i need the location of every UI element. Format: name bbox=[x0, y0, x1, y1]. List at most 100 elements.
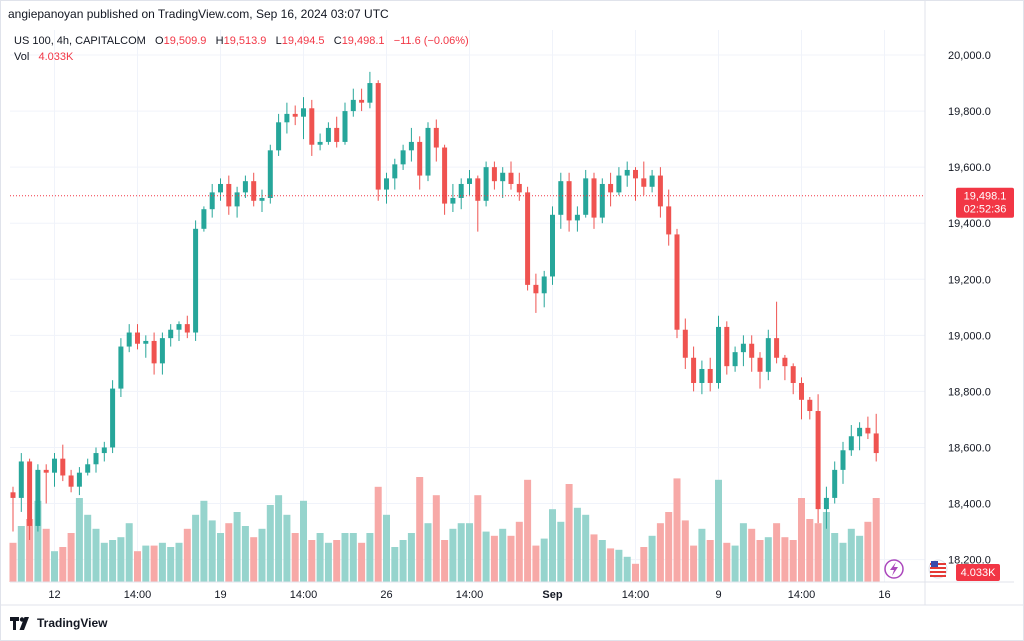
candle-body bbox=[442, 147, 448, 204]
time-tick-label: 19 bbox=[214, 589, 226, 601]
price-tick-label: 19,800.0 bbox=[948, 106, 991, 118]
candle-body bbox=[408, 141, 414, 151]
candle-body bbox=[184, 324, 190, 333]
candle-body bbox=[475, 178, 481, 201]
candle-body bbox=[433, 127, 439, 148]
candle-body bbox=[450, 197, 456, 204]
volume-bar bbox=[316, 533, 324, 582]
flag-stripe bbox=[930, 575, 946, 577]
candle-body bbox=[649, 175, 655, 187]
volume-bar bbox=[308, 540, 316, 582]
candle-body bbox=[159, 338, 165, 364]
volume-bar bbox=[134, 551, 141, 582]
candle-body bbox=[309, 108, 315, 145]
candle-body bbox=[608, 183, 614, 193]
volume-bar bbox=[690, 545, 698, 582]
candle-body bbox=[765, 338, 771, 372]
volume-bar bbox=[872, 498, 880, 582]
vol-value: 4.033K bbox=[38, 51, 74, 63]
volume-bar bbox=[715, 479, 722, 582]
open-value: 19,509.9 bbox=[163, 35, 207, 47]
volume-bar bbox=[424, 523, 432, 582]
candle-body bbox=[533, 284, 539, 294]
volume-bar bbox=[117, 537, 125, 582]
volume-bar bbox=[175, 542, 183, 582]
candle-body bbox=[350, 99, 356, 112]
candle-body bbox=[558, 181, 564, 215]
time-tick-label: 9 bbox=[715, 589, 721, 601]
candle-body bbox=[666, 206, 672, 235]
volume-bar bbox=[399, 540, 407, 582]
change-value: −11.6 (−0.06%) bbox=[393, 35, 469, 47]
candle-body bbox=[840, 450, 846, 470]
time-axis: 12 14:00 19 14:00 26 14:00 Sep 14:00 9 14:00 16 bbox=[0, 581, 1024, 606]
candle-body bbox=[400, 150, 406, 165]
volume-bar bbox=[582, 514, 590, 582]
candle-body bbox=[732, 352, 738, 367]
vol-label: Vol bbox=[14, 51, 30, 63]
volume-bar bbox=[416, 477, 424, 582]
symbol-label[interactable]: US 100, 4h, CAPITALCOM bbox=[14, 35, 146, 47]
time-tick-label: 14:00 bbox=[290, 589, 318, 601]
volume-bar bbox=[482, 531, 490, 582]
volume-bar bbox=[250, 537, 258, 582]
volume-bar bbox=[51, 551, 58, 582]
candle-body bbox=[218, 183, 223, 193]
volume-bar bbox=[856, 535, 864, 582]
candle-body bbox=[226, 183, 232, 207]
candle-body bbox=[716, 326, 721, 383]
volume-bar bbox=[183, 528, 191, 582]
volume-bar bbox=[200, 500, 208, 582]
candle-body bbox=[574, 214, 580, 221]
candle-body bbox=[251, 181, 257, 201]
volume-bar bbox=[374, 486, 382, 582]
candle-body bbox=[823, 497, 829, 510]
volume-bar bbox=[598, 540, 606, 582]
volume-bar bbox=[839, 542, 847, 582]
candle-body bbox=[234, 192, 240, 207]
volume-bar bbox=[490, 535, 498, 582]
volume-bar bbox=[748, 528, 756, 582]
price-tags: 19,498.102:52:36 4.033K bbox=[884, 187, 1014, 581]
time-tick-label: 14:00 bbox=[788, 589, 816, 601]
flag-stripe bbox=[930, 571, 946, 573]
volume-bar bbox=[366, 533, 374, 582]
candle-body bbox=[284, 113, 290, 123]
candle-body bbox=[865, 427, 871, 434]
candle-body bbox=[707, 368, 713, 383]
candle-body bbox=[566, 181, 572, 221]
candle-body bbox=[259, 197, 265, 201]
price-axis: 20,000.0 19,800.0 19,600.0 19,400.0 19,200.0… bbox=[924, 0, 991, 605]
candle-body bbox=[483, 167, 489, 201]
candle-body bbox=[52, 458, 57, 473]
high-value: 19,513.9 bbox=[223, 35, 267, 47]
volume-bar bbox=[26, 519, 34, 582]
time-tick-label: 14:00 bbox=[622, 589, 650, 601]
volume-bar bbox=[681, 520, 689, 582]
countdown-value: 02:52:36 bbox=[964, 204, 1007, 216]
tradingview-logo[interactable]: TradingView bbox=[10, 616, 107, 630]
volume-bar bbox=[275, 495, 283, 582]
candle-body bbox=[807, 399, 813, 412]
volume-bar bbox=[706, 540, 714, 582]
volume-bar bbox=[432, 495, 440, 582]
volume-bar bbox=[9, 542, 17, 582]
flag-canton bbox=[931, 561, 938, 567]
candle-body bbox=[873, 433, 879, 454]
volume-bar bbox=[192, 514, 200, 582]
price-tick-label: 20,000.0 bbox=[948, 50, 991, 62]
candle-body bbox=[334, 127, 340, 142]
candle-body bbox=[276, 122, 282, 151]
volume-tag-value: 4.033K bbox=[961, 567, 997, 579]
volume-bar bbox=[300, 500, 307, 582]
volume-bar bbox=[607, 548, 615, 582]
volume-bar bbox=[756, 540, 764, 582]
candle-body bbox=[508, 172, 514, 184]
candle-body bbox=[325, 127, 331, 142]
candle-body bbox=[550, 214, 555, 277]
candle-body bbox=[68, 475, 74, 487]
candle-body bbox=[10, 492, 16, 498]
footer-brand: TradingView bbox=[37, 616, 108, 630]
volume-bar bbox=[590, 534, 598, 582]
